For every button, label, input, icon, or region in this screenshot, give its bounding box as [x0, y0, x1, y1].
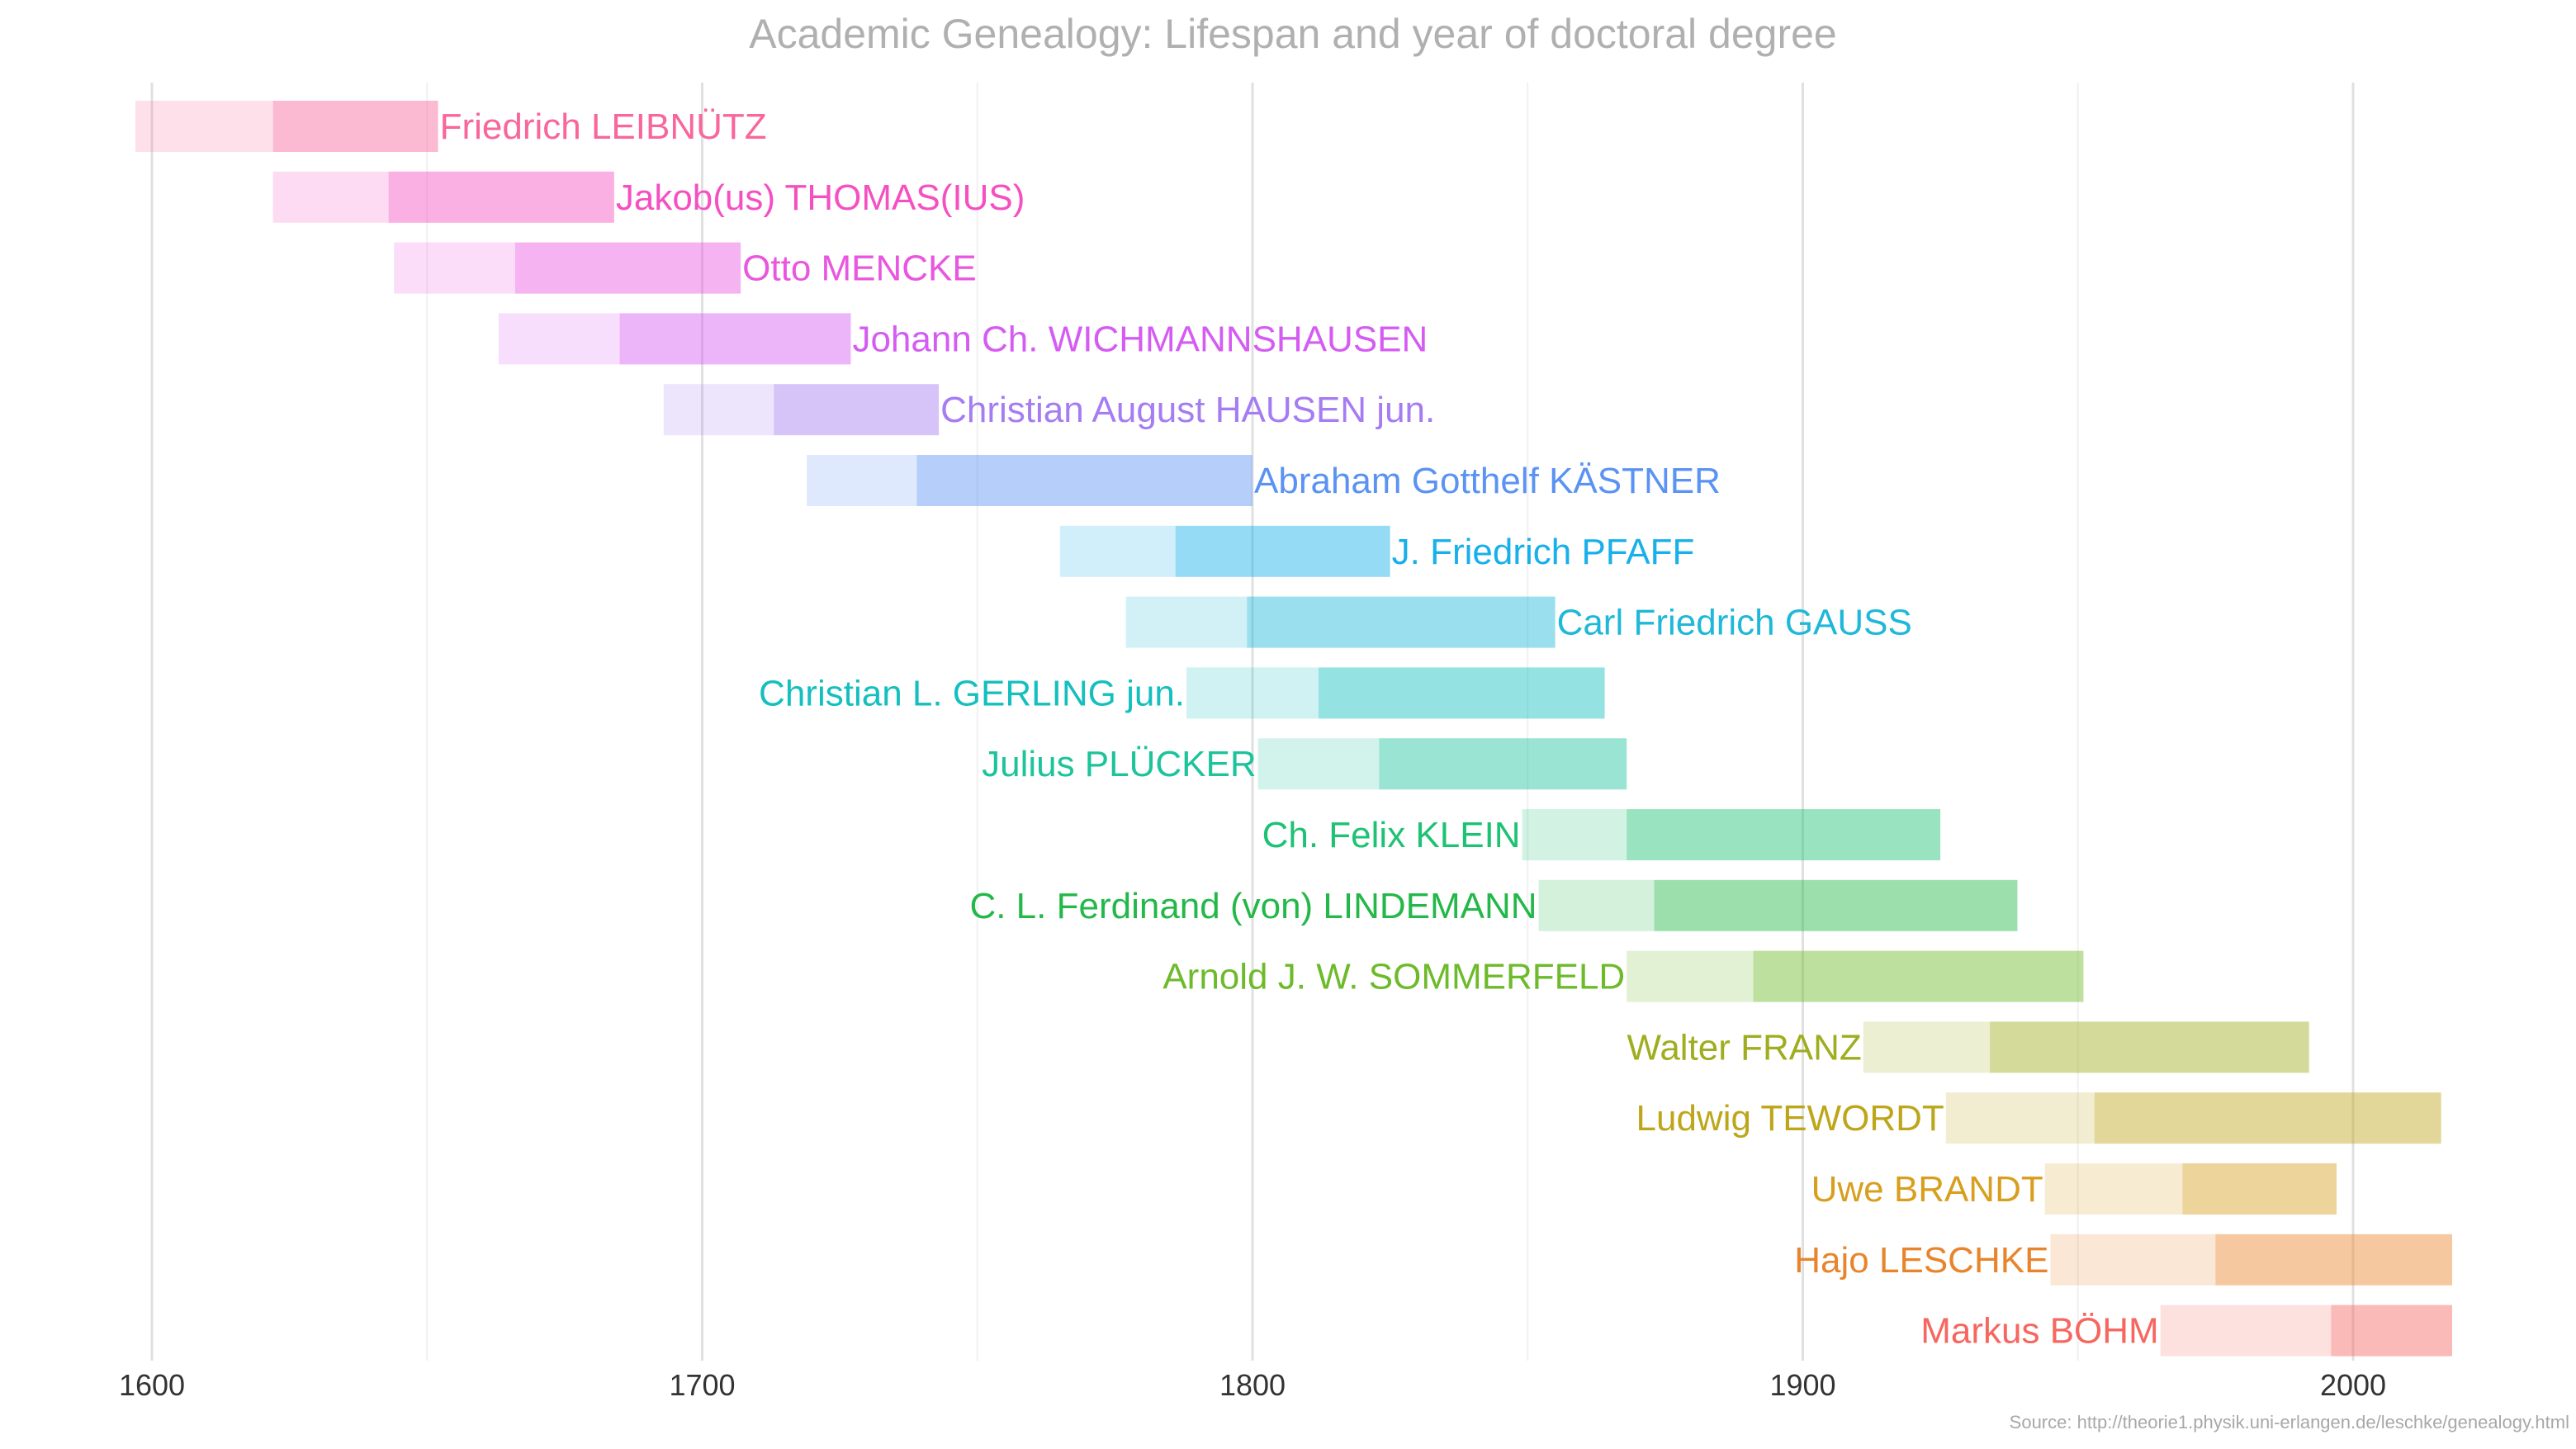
- x-tick-label: 1800: [1219, 1368, 1286, 1402]
- bar-post-degree: [1627, 809, 1941, 860]
- bar-label: Hajo LESCHKE: [1794, 1240, 2048, 1281]
- bar-post-degree: [514, 242, 741, 294]
- bar-pre-degree: [1627, 950, 1754, 1002]
- bar-post-degree: [1175, 525, 1390, 577]
- bar-label: Markus BÖHM: [1920, 1311, 2158, 1352]
- bar-label: C. L. Ferdinand (von) LINDEMANN: [969, 886, 1537, 926]
- bar-pre-degree: [1186, 667, 1319, 719]
- bar-post-degree: [1379, 738, 1627, 790]
- bar-post-degree: [619, 313, 851, 365]
- chart-title: Academic Genealogy: Lifespan and year of…: [749, 11, 1837, 57]
- bar-label: Otto MENCKE: [742, 249, 977, 289]
- bar-pre-degree: [1522, 809, 1627, 860]
- bar-label: Abraham Gotthelf KÄSTNER: [1254, 461, 1721, 501]
- bar-post-degree: [774, 384, 940, 436]
- bar-label: Julius PLÜCKER: [982, 744, 1257, 784]
- bar-label: Carl Friedrich GAUSS: [1557, 603, 1912, 643]
- bar-post-degree: [1318, 667, 1605, 719]
- x-tick-label: 1600: [119, 1368, 185, 1402]
- bar-pre-degree: [1059, 525, 1176, 577]
- bar-pre-degree: [1945, 1092, 2095, 1144]
- x-tick-label: 1900: [1769, 1368, 1835, 1402]
- bar-post-degree: [1753, 950, 2084, 1002]
- bar-label: Johann Ch. WICHMANNSHAUSEN: [852, 319, 1428, 359]
- bar-label: Ludwig TEWORDT: [1636, 1098, 1944, 1139]
- bar-post-degree: [2094, 1092, 2441, 1144]
- bar-label: Walter FRANZ: [1627, 1027, 1861, 1068]
- bar-pre-degree: [1538, 879, 1655, 931]
- bar-label: Christian August HAUSEN jun.: [940, 390, 1435, 430]
- x-axis-ticks: 1600 1700 1800 1900 2000: [119, 1368, 2386, 1402]
- bar-label: J. Friedrich PFAFF: [1392, 532, 1695, 572]
- source-note: Source: http://theorie1.physik.uni-erlan…: [2010, 1412, 2569, 1432]
- bar-post-degree: [2331, 1305, 2452, 1357]
- bar-pre-degree: [272, 171, 389, 223]
- bar-pre-degree: [2044, 1163, 2183, 1215]
- bar-labels: Friedrich LEIBNÜTZ Jakob(us) THOMAS(IUS) O…: [440, 107, 2159, 1352]
- bar-post-degree: [2182, 1163, 2337, 1215]
- bar-label: Ch. Felix KLEIN: [1262, 815, 1521, 855]
- bar-post-degree: [1654, 879, 2018, 931]
- bar-post-degree: [1247, 596, 1556, 648]
- gridlines: [150, 83, 2355, 1361]
- bar-post-degree: [388, 171, 614, 223]
- bar-pre-degree: [2050, 1234, 2216, 1286]
- bar-pre-degree: [807, 455, 917, 506]
- bar-post-degree: [272, 101, 438, 152]
- bar-post-degree: [916, 455, 1252, 506]
- bars: [135, 101, 2452, 1357]
- bar-post-degree: [1990, 1021, 2309, 1073]
- bar-pre-degree: [1125, 596, 1248, 648]
- bar-label: Uwe BRANDT: [1811, 1169, 2043, 1210]
- bar-label: Jakob(us) THOMAS(IUS): [616, 178, 1025, 218]
- x-tick-label: 2000: [2320, 1368, 2386, 1402]
- bar-label: Friedrich LEIBNÜTZ: [440, 107, 767, 147]
- bar-label: Christian L. GERLING jun.: [759, 673, 1185, 713]
- bar-pre-degree: [2160, 1305, 2332, 1357]
- bar-pre-degree: [1863, 1021, 1991, 1073]
- bar-pre-degree: [663, 384, 774, 436]
- bar-pre-degree: [135, 101, 273, 152]
- x-tick-label: 1700: [669, 1368, 735, 1402]
- bar-pre-degree: [1257, 738, 1380, 790]
- bar-pre-degree: [498, 313, 620, 365]
- bar-label: Arnold J. W. SOMMERFELD: [1163, 957, 1625, 997]
- bar-pre-degree: [394, 242, 515, 294]
- bar-post-degree: [2215, 1234, 2452, 1286]
